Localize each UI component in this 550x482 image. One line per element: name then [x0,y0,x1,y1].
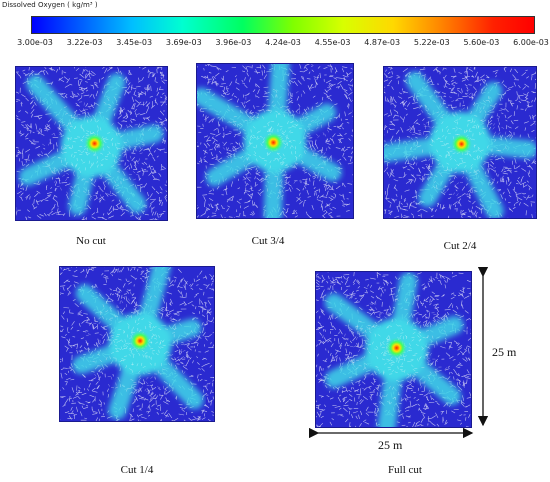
panel-label-no-cut: No cut [76,235,106,247]
panel-label-full-cut: Full cut [388,464,422,476]
vertical-dimension-label: 25 m [492,345,517,359]
panel-label-cut-1-4: Cut 1/4 [120,464,154,476]
colorbar-tick-label: 3.96e-03 [215,38,252,47]
oxygen-source-core [450,133,473,156]
panel-cut-2-4 [383,66,537,219]
contour-plot [59,266,215,422]
colorbar-tick-label: 3.69e-03 [165,38,202,47]
colorbar-tick-label: 3.00e-03 [17,38,53,47]
contour-plot [315,271,472,428]
panel-label-cut-3-4: Cut 3/4 [251,235,285,247]
oxygen-source-core [129,329,152,352]
panel-full-cut [315,271,472,428]
horizontal-dimension-label: 25 m [378,438,403,452]
panel-label-cut-2-4: Cut 2/4 [443,240,477,252]
colorbar-tick-label: 4.24e-03 [265,38,301,47]
colorbar-tick-label: 4.87e-03 [364,38,401,47]
colorbar-tick-label: 5.22e-03 [413,38,450,47]
colorbar-tick-label: 5.60e-03 [463,38,500,47]
oxygen-source-core [262,131,285,154]
colorbar-tick-label: 3.22e-03 [66,38,103,47]
oxygen-source-core [83,132,106,155]
panel-cut-1-4 [59,266,215,422]
contour-plot [15,66,168,221]
oxygen-source-core [385,336,408,359]
colorbar-tick-label: 6.00e-03 [513,38,549,47]
colorbar-tick-label: 3.45e-03 [116,38,153,47]
panel-no-cut [15,66,168,221]
contour-plot [196,63,354,219]
panel-cut-3-4 [196,63,354,219]
colorbar [31,16,535,34]
contour-plot [383,66,537,219]
colorbar-tick-label: 4.55e-03 [314,38,351,47]
colorbar-title: Dissolved Oxygen ( kg/m³ ) [2,1,98,9]
